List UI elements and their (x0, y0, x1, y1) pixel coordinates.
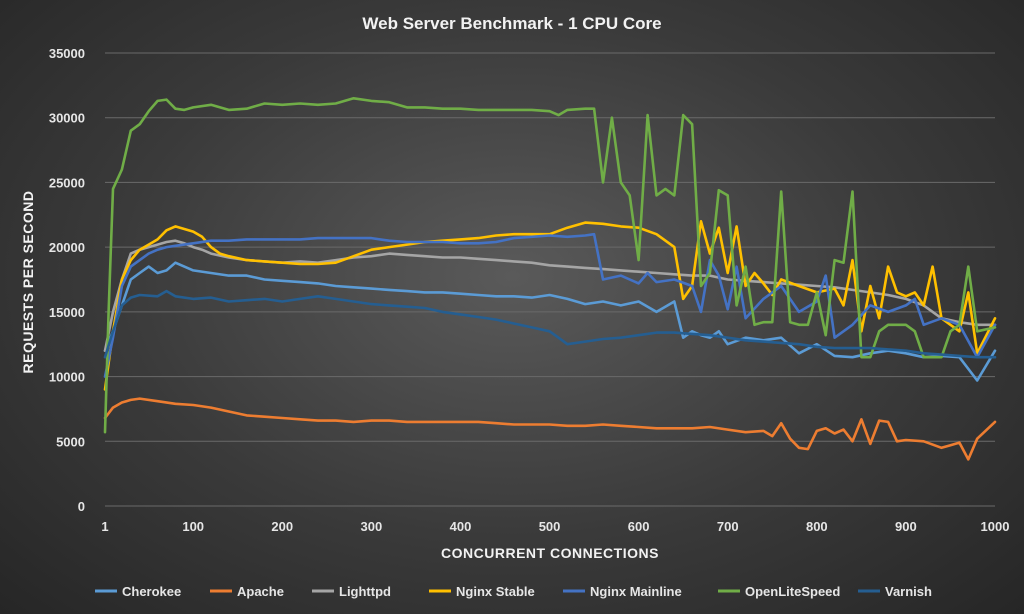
x-tick-label: 900 (895, 519, 917, 534)
x-tick-label: 1000 (981, 519, 1010, 534)
legend-item: OpenLiteSpeed (718, 584, 840, 599)
series-line-apache (103, 397, 997, 461)
series-line-openlitespeed (103, 97, 997, 434)
legend-label: Cherokee (122, 584, 181, 599)
y-axis-ticks: 0 5000 10000 15000 20000 25000 30000 35000 (49, 46, 85, 514)
y-tick-label: 5000 (56, 434, 85, 449)
legend-item: Nginx Stable (429, 584, 535, 599)
x-tick-label: 300 (361, 519, 383, 534)
legend-label: OpenLiteSpeed (745, 584, 840, 599)
x-axis-ticks: 1 100 200 300 400 500 600 700 800 900 1000 (101, 519, 1009, 534)
y-tick-label: 25000 (49, 175, 85, 190)
y-tick-label: 35000 (49, 46, 85, 61)
x-tick-label: 100 (182, 519, 204, 534)
legend-label: Apache (237, 584, 284, 599)
x-tick-label: 400 (450, 519, 472, 534)
y-tick-label: 0 (78, 499, 85, 514)
x-axis-title: CONCURRENT CONNECTIONS (441, 545, 659, 561)
x-tick-label: 500 (539, 519, 561, 534)
series-line-varnish (103, 289, 997, 359)
x-tick-label: 800 (806, 519, 828, 534)
chart-title: Web Server Benchmark - 1 CPU Core (362, 14, 661, 33)
x-tick-label: 700 (717, 519, 739, 534)
y-tick-label: 20000 (49, 240, 85, 255)
legend-label: Nginx Mainline (590, 584, 682, 599)
legend-item: Lighttpd (312, 584, 391, 599)
series-line-nginx-stable (103, 220, 997, 391)
legend-item: Cherokee (95, 584, 181, 599)
x-tick-label: 1 (101, 519, 108, 534)
legend-item: Varnish (858, 584, 932, 599)
legend-label: Nginx Stable (456, 584, 535, 599)
y-tick-label: 15000 (49, 305, 85, 320)
y-axis-title: REQUESTS PER SECOND (20, 191, 36, 374)
legend-item: Nginx Mainline (563, 584, 682, 599)
y-tick-label: 30000 (49, 111, 85, 126)
series-line-nginx-mainline (103, 232, 997, 378)
y-tick-label: 10000 (49, 370, 85, 385)
legend-item: Apache (210, 584, 284, 599)
legend: Cherokee Apache Lighttpd Nginx Stable Nginx … (95, 584, 932, 599)
series-line-cherokee (103, 261, 997, 382)
gridlines (105, 52, 995, 507)
series-lines (103, 97, 997, 461)
legend-label: Lighttpd (339, 584, 391, 599)
x-tick-label: 600 (628, 519, 650, 534)
legend-label: Varnish (885, 584, 932, 599)
x-tick-label: 200 (271, 519, 293, 534)
